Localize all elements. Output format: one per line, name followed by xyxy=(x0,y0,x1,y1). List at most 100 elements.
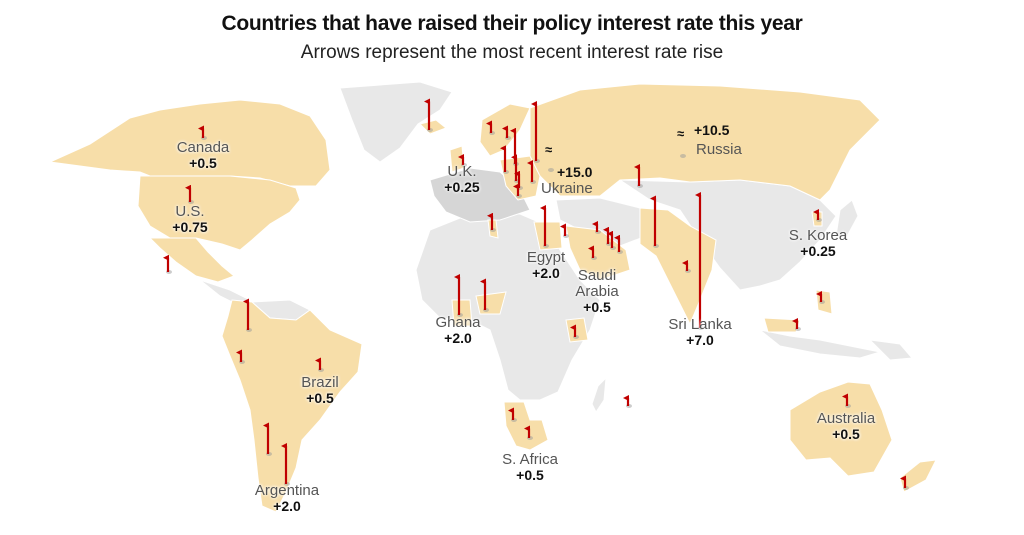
arrow-norway xyxy=(486,120,495,135)
label-s-korea: S. Korea +0.25 xyxy=(789,228,847,258)
arrow-pakistan xyxy=(650,195,659,248)
arrow-new-zealand xyxy=(900,475,909,490)
label-argentina: Argentina +2.0 xyxy=(255,483,319,513)
label-value: +2.0 xyxy=(444,329,472,346)
arrow-philippines xyxy=(816,291,825,304)
label-russia-value: +10.5 xyxy=(694,122,729,140)
label-country: Egypt xyxy=(526,249,566,266)
united-states xyxy=(137,175,301,251)
land-raised xyxy=(48,83,937,513)
label-saudi-arabia: Saudi Arabia +0.5 xyxy=(562,268,632,314)
label-russia-name: Russia xyxy=(696,141,742,159)
label-sri-lanka: Sri Lanka +7.0 xyxy=(668,317,731,347)
label-country: Australia xyxy=(816,410,876,427)
label-country: Saudi Arabia xyxy=(575,267,619,300)
arrow-canada xyxy=(198,125,207,140)
arrow-mexico xyxy=(163,254,172,274)
chart-title: Countries that have raised their policy … xyxy=(221,12,803,35)
arrow-namibia xyxy=(508,407,517,422)
label-value: +0.5 xyxy=(516,466,544,483)
label-country: Argentina xyxy=(254,482,320,499)
arrow-brazil xyxy=(315,357,324,372)
label-us: U.S. +0.75 xyxy=(172,204,207,234)
label-australia: Australia +0.5 xyxy=(817,411,875,441)
label-country: Brazil xyxy=(301,374,339,391)
label-country: Ghana xyxy=(435,314,481,331)
axis-break-icon-russia: ≈ xyxy=(677,126,685,141)
malaysia xyxy=(763,317,801,333)
label-value: +0.5 xyxy=(189,154,217,171)
label-value: +7.0 xyxy=(686,331,714,348)
label-value: +2.0 xyxy=(273,497,301,514)
axis-break-icon-ukraine: ≈ xyxy=(545,142,553,157)
label-country: S. Africa xyxy=(502,451,558,468)
label-value: +10.5 xyxy=(694,122,730,138)
arrows-layer xyxy=(163,80,909,490)
label-value: +0.5 xyxy=(832,425,860,442)
arrow-uae xyxy=(614,234,623,254)
arrow-russia xyxy=(680,80,686,158)
arrow-australia xyxy=(842,393,851,408)
nigeria xyxy=(475,291,507,315)
label-value: +15.0 xyxy=(557,164,593,180)
arrow-india xyxy=(682,260,691,273)
arrow-belarus xyxy=(531,101,540,163)
label-ukraine-name: Ukraine xyxy=(541,180,593,198)
label-ukraine-value: +15.0 xyxy=(557,164,592,182)
arrow-chile xyxy=(263,422,272,456)
arrow-tunisia xyxy=(487,212,496,232)
chart-subtitle: Arrows represent the most recent interes… xyxy=(300,42,724,63)
label-value: +0.25 xyxy=(800,242,836,259)
arrow-peru xyxy=(236,349,245,364)
arrow-s-korea xyxy=(813,209,822,222)
arrow-ghana xyxy=(454,274,463,317)
arrow-sweden xyxy=(502,125,511,140)
arrow-sri-lanka xyxy=(695,192,704,330)
japan xyxy=(835,199,859,239)
russia xyxy=(529,83,881,201)
label-country: Russia xyxy=(696,141,742,158)
arrow-u-s xyxy=(185,184,194,204)
arrow-iceland xyxy=(424,98,433,132)
arrow-saudi-arabia xyxy=(588,245,597,260)
arrow-s-africa xyxy=(524,425,533,440)
australia xyxy=(789,381,893,477)
arrow-qatar xyxy=(607,230,616,250)
label-value: +2.0 xyxy=(532,264,560,281)
arrow-kenya xyxy=(570,324,579,339)
arrow-czech-republic xyxy=(500,145,509,174)
south-asia xyxy=(639,207,717,326)
label-egypt: Egypt +2.0 xyxy=(527,250,565,280)
arrow-malaysia xyxy=(792,318,801,331)
mexico xyxy=(148,237,235,283)
uk xyxy=(449,145,465,173)
indonesia xyxy=(759,329,881,359)
arrow-colombia xyxy=(243,298,252,332)
arrow-kazakhstan xyxy=(634,164,643,188)
arrow-mauritius xyxy=(623,395,632,408)
label-uk: U.K. +0.25 xyxy=(444,164,479,194)
canada xyxy=(48,99,331,187)
label-country: U.K. xyxy=(447,163,477,180)
label-country: Sri Lanka xyxy=(668,316,732,333)
scandinavia xyxy=(479,103,531,157)
kenya xyxy=(565,317,589,343)
arrow-moldova xyxy=(527,160,536,184)
egypt xyxy=(533,221,563,251)
arrow-egypt xyxy=(540,205,549,248)
arrow-argentina xyxy=(281,443,290,486)
southern-africa-raised xyxy=(503,401,549,451)
label-value: +0.5 xyxy=(583,298,611,315)
label-country: S. Korea xyxy=(788,227,848,244)
label-country: Ukraine xyxy=(541,180,593,197)
arrow-ukraine xyxy=(548,80,554,172)
new-zealand xyxy=(899,459,937,493)
west-africa-raised xyxy=(451,299,473,327)
label-canada: Canada +0.5 xyxy=(177,140,230,170)
arrow-serbia xyxy=(513,183,522,198)
label-value: +0.75 xyxy=(172,218,208,235)
label-country: U.S. xyxy=(175,203,205,220)
label-value: +0.5 xyxy=(306,389,334,406)
label-ghana: Ghana +2.0 xyxy=(435,315,480,345)
